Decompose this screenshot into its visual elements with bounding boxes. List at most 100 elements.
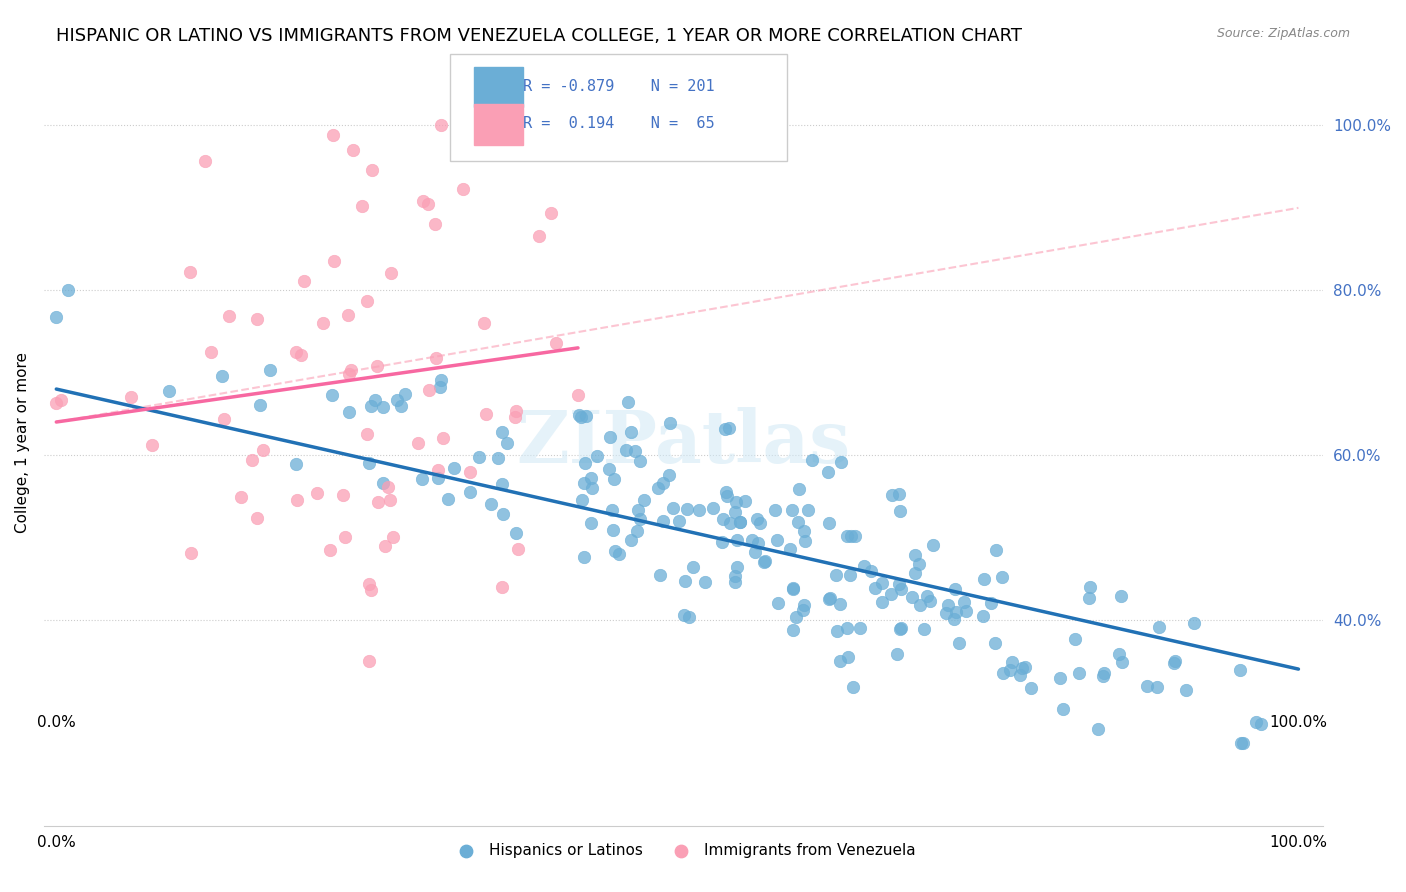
Y-axis label: College, 1 year or more: College, 1 year or more	[15, 352, 30, 533]
Point	[425, 351, 447, 365]
Point	[918, 594, 941, 608]
Point	[292, 275, 315, 289]
Point	[973, 572, 995, 586]
Point	[817, 465, 839, 479]
Point	[789, 483, 811, 497]
Point	[357, 456, 380, 470]
Point	[607, 547, 630, 561]
Point	[617, 394, 640, 409]
Point	[373, 400, 395, 414]
Point	[503, 410, 526, 425]
Point	[1229, 663, 1251, 677]
Point	[724, 568, 747, 582]
Point	[474, 408, 496, 422]
Point	[1182, 615, 1205, 630]
Point	[412, 194, 434, 208]
Point	[915, 589, 938, 603]
Point	[904, 548, 927, 562]
Point	[725, 533, 748, 547]
Point	[793, 524, 815, 539]
Point	[678, 609, 700, 624]
Point	[505, 404, 527, 418]
Point	[486, 450, 509, 465]
Point	[1111, 656, 1133, 670]
Point	[245, 511, 267, 525]
Point	[321, 388, 343, 402]
Point	[980, 596, 1002, 610]
Point	[839, 529, 862, 543]
Point	[367, 495, 389, 509]
Point	[828, 598, 851, 612]
Point	[852, 558, 875, 573]
Point	[579, 516, 602, 530]
Point	[765, 533, 787, 548]
Point	[716, 484, 738, 499]
Point	[887, 487, 910, 501]
Point	[763, 503, 786, 517]
Point	[953, 595, 976, 609]
Point	[990, 570, 1012, 584]
Point	[423, 217, 446, 231]
Point	[1014, 660, 1036, 674]
Point	[246, 311, 269, 326]
Point	[1164, 654, 1187, 668]
Point	[717, 421, 740, 435]
Point	[492, 507, 515, 521]
Point	[942, 612, 965, 626]
Point	[747, 536, 769, 550]
Point	[779, 541, 801, 556]
Point	[1109, 589, 1132, 603]
Point	[567, 387, 589, 401]
Point	[724, 574, 747, 589]
Point	[628, 512, 651, 526]
Point	[394, 387, 416, 401]
Point	[575, 409, 598, 423]
Point	[406, 436, 429, 450]
Point	[908, 558, 931, 572]
Point	[887, 577, 910, 591]
Point	[357, 654, 380, 668]
Point	[360, 162, 382, 177]
Point	[259, 363, 281, 377]
Point	[702, 500, 724, 515]
Point	[841, 680, 863, 694]
Point	[1163, 656, 1185, 670]
Point	[844, 529, 866, 543]
Point	[194, 154, 217, 169]
Point	[1229, 736, 1251, 750]
Point	[527, 229, 550, 244]
Text: 0.0%: 0.0%	[37, 714, 76, 730]
Point	[387, 392, 409, 407]
Point	[356, 426, 378, 441]
Point	[603, 472, 626, 486]
Point	[676, 501, 699, 516]
Point	[787, 515, 810, 529]
Text: HISPANIC OR LATINO VS IMMIGRANTS FROM VENEZUELA COLLEGE, 1 YEAR OR MORE CORRELAT: HISPANIC OR LATINO VS IMMIGRANTS FROM VE…	[56, 27, 1022, 45]
Point	[745, 512, 768, 526]
Point	[817, 592, 839, 607]
Point	[505, 526, 527, 541]
Point	[1078, 580, 1101, 594]
Point	[890, 621, 912, 635]
Point	[120, 390, 142, 404]
Point	[785, 610, 807, 624]
Point	[623, 444, 645, 458]
Point	[430, 373, 453, 387]
Point	[599, 430, 621, 444]
Point	[943, 582, 966, 596]
Point	[359, 577, 381, 591]
Point	[886, 648, 908, 662]
Point	[998, 664, 1021, 678]
Point	[872, 575, 894, 590]
Point	[472, 317, 495, 331]
Point	[437, 492, 460, 507]
Point	[600, 503, 623, 517]
Point	[416, 196, 439, 211]
Point	[754, 554, 776, 568]
Point	[242, 452, 264, 467]
Point	[818, 591, 841, 606]
Point	[1092, 665, 1115, 680]
Point	[718, 516, 741, 530]
Point	[598, 461, 620, 475]
Point	[285, 345, 308, 359]
